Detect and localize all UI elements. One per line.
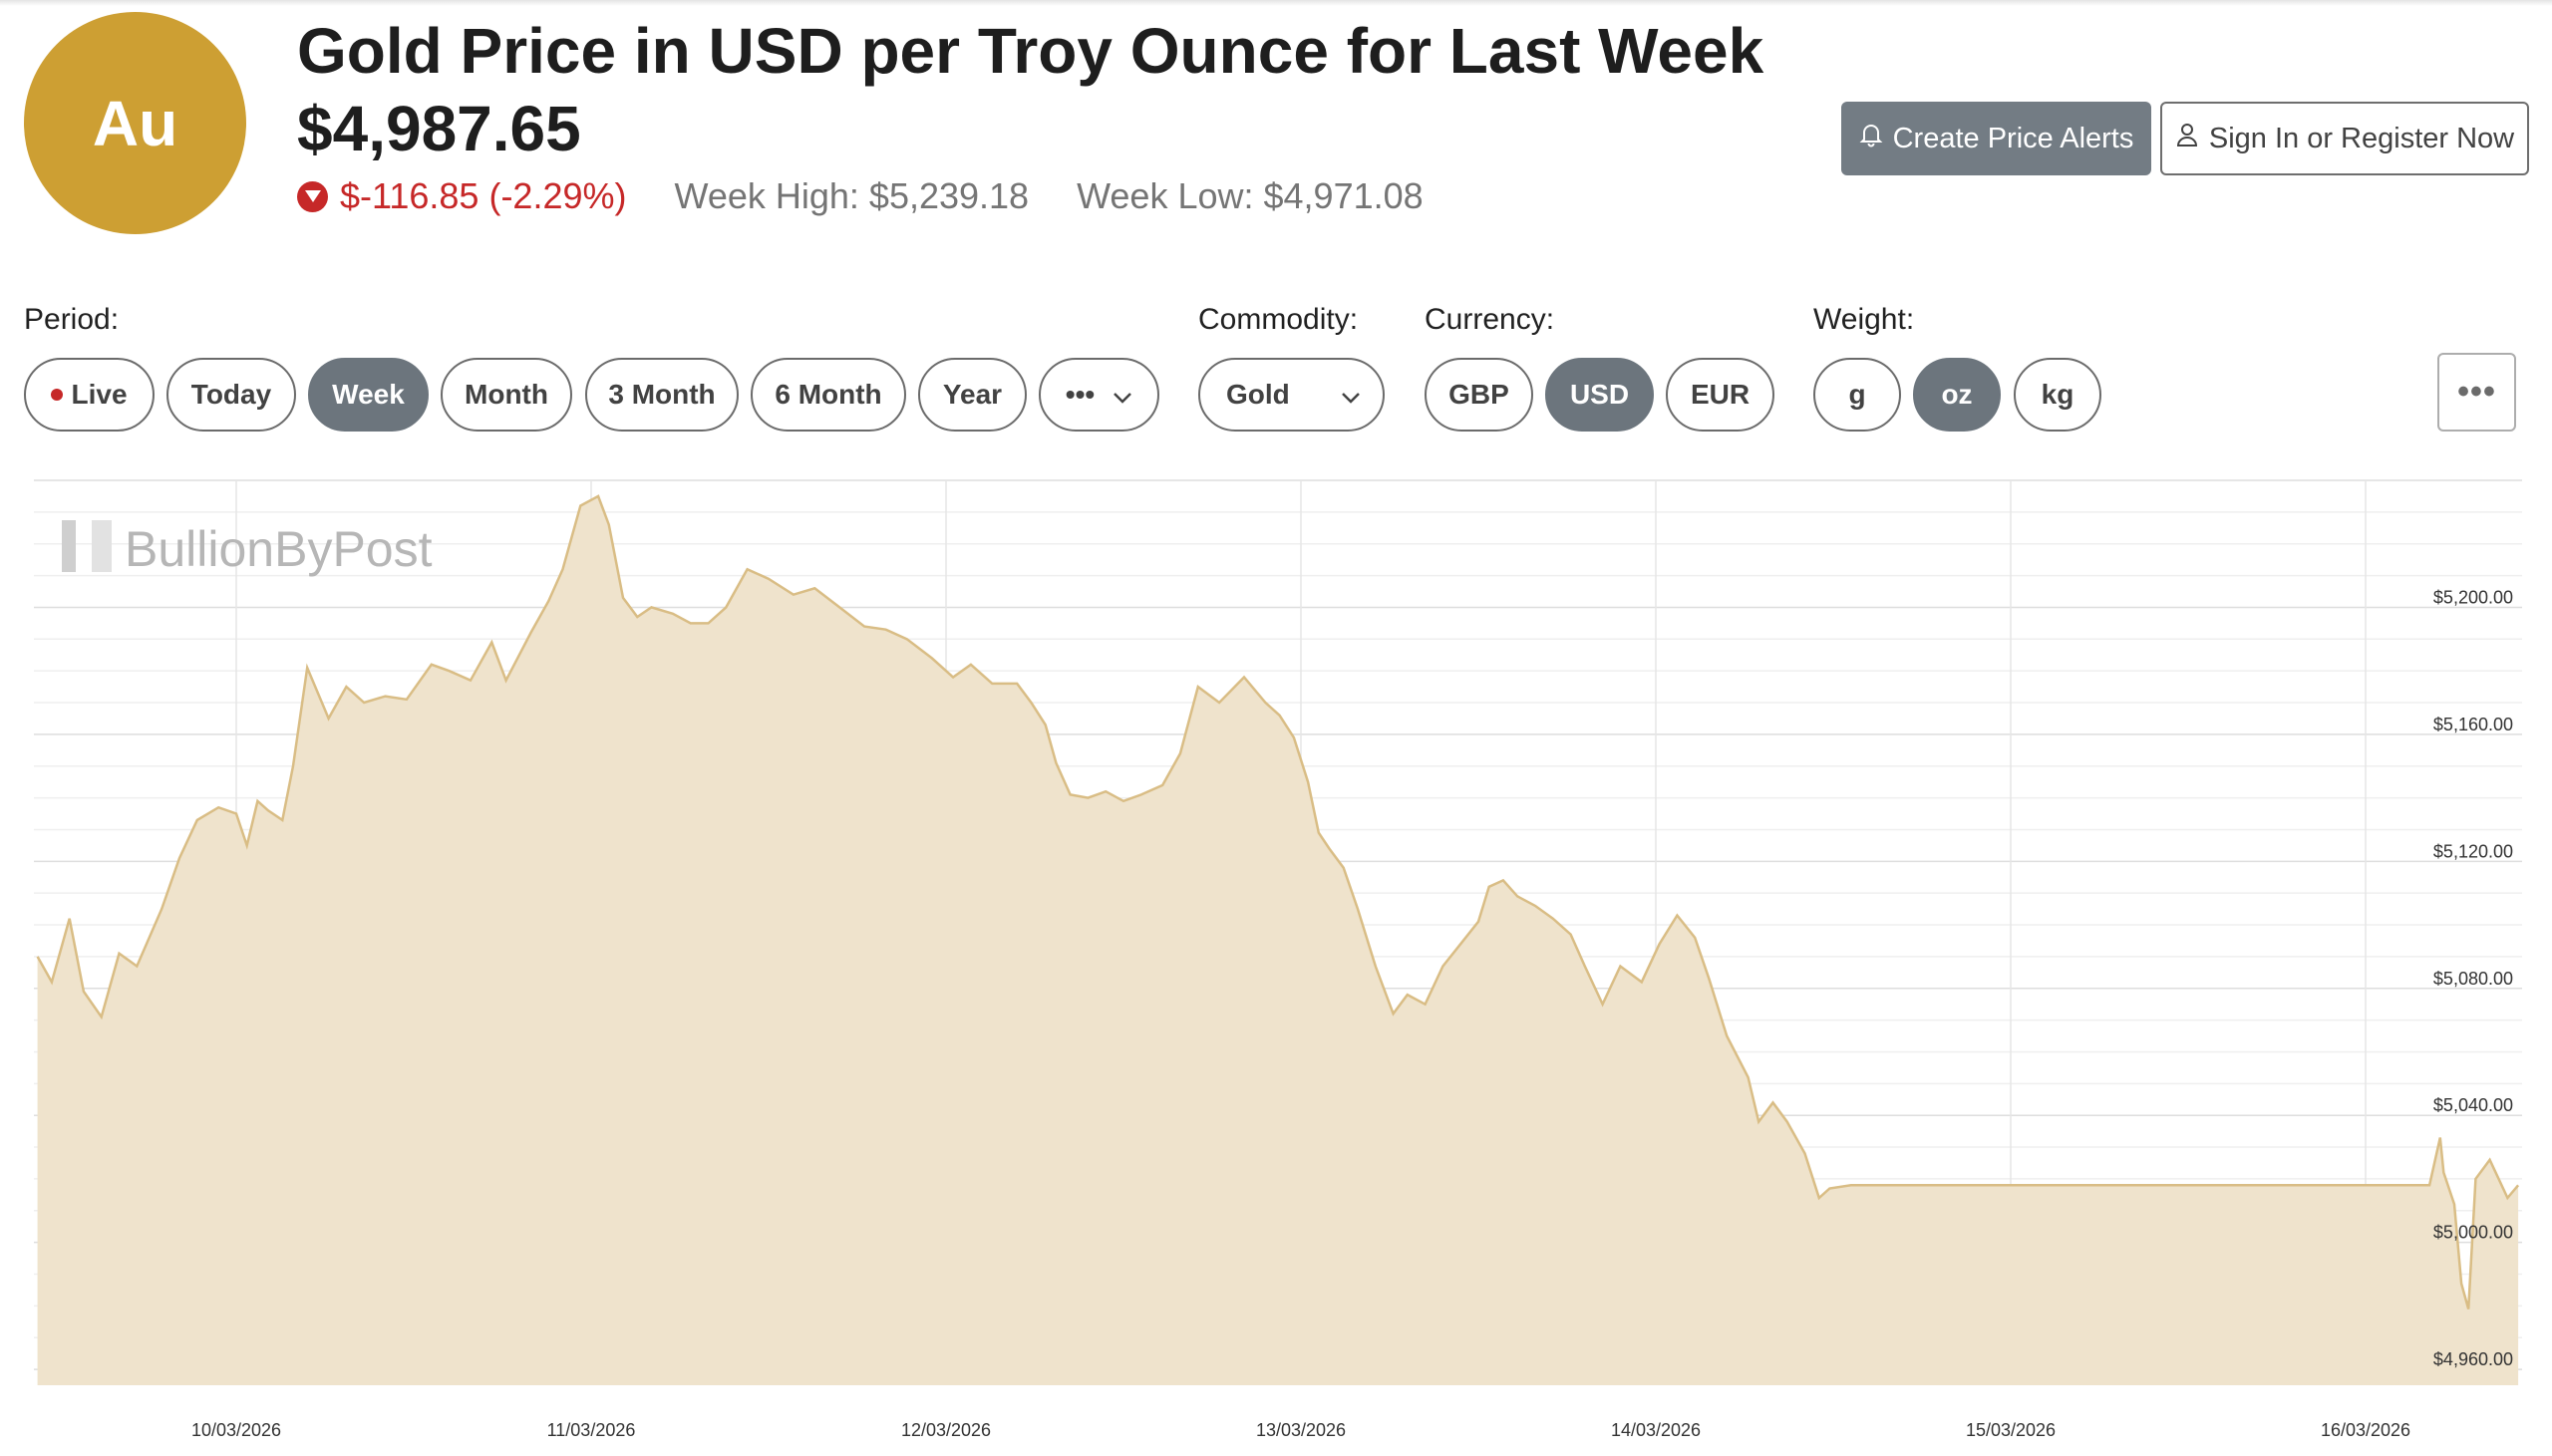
currency-gbp[interactable]: GBP <box>1425 358 1533 432</box>
bell-icon <box>1859 122 1883 155</box>
period-label: Period: <box>24 303 120 336</box>
watermark-text: BullionByPost <box>125 521 433 577</box>
watermark-bar-1 <box>62 520 76 572</box>
price-stats: $-116.85 (-2.29%) Week High: $5,239.18 W… <box>297 175 1471 217</box>
commodity-label: Commodity: <box>1198 303 1359 336</box>
period-today[interactable]: Today <box>166 358 296 432</box>
y-axis-labels: $5,200.00 $5,160.00 $5,120.00 $5,080.00 $5,0… <box>2433 587 2513 1369</box>
top-border <box>0 0 2552 6</box>
x-axis-labels: 10/03/2026 11/03/2026 12/03/2026 13/03/2026… <box>191 1420 2410 1440</box>
week-high: Week High: $5,239.18 <box>674 175 1030 216</box>
x-tick-label: 11/03/2026 <box>547 1420 636 1440</box>
page-title: Gold Price in USD per Troy Ounce for Las… <box>297 15 1764 87</box>
x-tick-label: 13/03/2026 <box>1256 1420 1346 1440</box>
x-tick-label: 14/03/2026 <box>1611 1420 1701 1440</box>
y-tick-label: $5,200.00 <box>2433 587 2513 607</box>
chevron-down-icon <box>1341 379 1361 411</box>
period-week[interactable]: Week <box>308 358 429 432</box>
more-options-button[interactable]: ••• <box>2437 353 2516 432</box>
currency-label: Currency: <box>1425 303 1555 336</box>
period-more-label: ••• <box>1065 379 1096 410</box>
x-tick-label: 12/03/2026 <box>901 1420 991 1440</box>
commodity-select[interactable]: Gold <box>1198 358 1385 432</box>
price-line <box>36 494 2520 1310</box>
week-low: Week Low: $4,971.08 <box>1077 175 1424 216</box>
user-icon <box>2175 122 2199 155</box>
chevron-down-icon <box>1113 379 1132 411</box>
triangle-down-icon <box>297 180 328 212</box>
watermark: BullionByPost <box>62 520 433 577</box>
period-6-month[interactable]: 6 Month <box>751 358 906 432</box>
period-live-label: Live <box>71 379 128 410</box>
price-change: $-116.85 (-2.29%) <box>340 175 627 216</box>
y-tick-label: $5,120.00 <box>2433 841 2513 861</box>
period-live[interactable]: Live <box>24 358 155 432</box>
weight-g[interactable]: g <box>1813 358 1901 432</box>
sign-in-button[interactable]: Sign In or Register Now <box>2160 102 2529 175</box>
y-tick-label: $4,960.00 <box>2433 1349 2513 1369</box>
sign-in-label: Sign In or Register Now <box>2208 122 2515 154</box>
logo-text: Au <box>92 87 178 159</box>
period-year[interactable]: Year <box>918 358 1027 432</box>
live-dot-icon <box>51 389 64 401</box>
x-tick-label: 15/03/2026 <box>1966 1420 2056 1440</box>
period-3-month[interactable]: 3 Month <box>585 358 739 432</box>
period-more-dropdown[interactable]: ••• <box>1039 358 1159 432</box>
current-price: $4,987.65 <box>297 93 581 164</box>
commodity-value: Gold <box>1226 379 1290 410</box>
create-price-alerts-button[interactable]: Create Price Alerts <box>1841 102 2151 175</box>
more-options-label: ••• <box>2457 373 2496 411</box>
weight-oz[interactable]: oz <box>1913 358 2001 432</box>
currency-eur[interactable]: EUR <box>1666 358 1774 432</box>
x-tick-label: 16/03/2026 <box>2321 1420 2410 1440</box>
y-tick-label: $5,160.00 <box>2433 715 2513 734</box>
gold-price-chart: BullionByPost $5,200.00 $5,160.00 $5,120.0… <box>34 479 2522 1440</box>
weight-kg[interactable]: kg <box>2014 358 2101 432</box>
currency-usd[interactable]: USD <box>1545 358 1654 432</box>
watermark-bar-2 <box>92 520 112 572</box>
x-tick-label: 10/03/2026 <box>191 1420 281 1440</box>
price-area <box>37 495 2519 1385</box>
y-tick-label: $5,040.00 <box>2433 1095 2513 1115</box>
y-tick-label: $5,000.00 <box>2433 1223 2513 1243</box>
gold-logo: Au <box>24 12 246 234</box>
period-month[interactable]: Month <box>441 358 572 432</box>
y-tick-label: $5,080.00 <box>2433 969 2513 989</box>
weight-label: Weight: <box>1813 303 1915 336</box>
create-alerts-label: Create Price Alerts <box>1892 122 2134 154</box>
